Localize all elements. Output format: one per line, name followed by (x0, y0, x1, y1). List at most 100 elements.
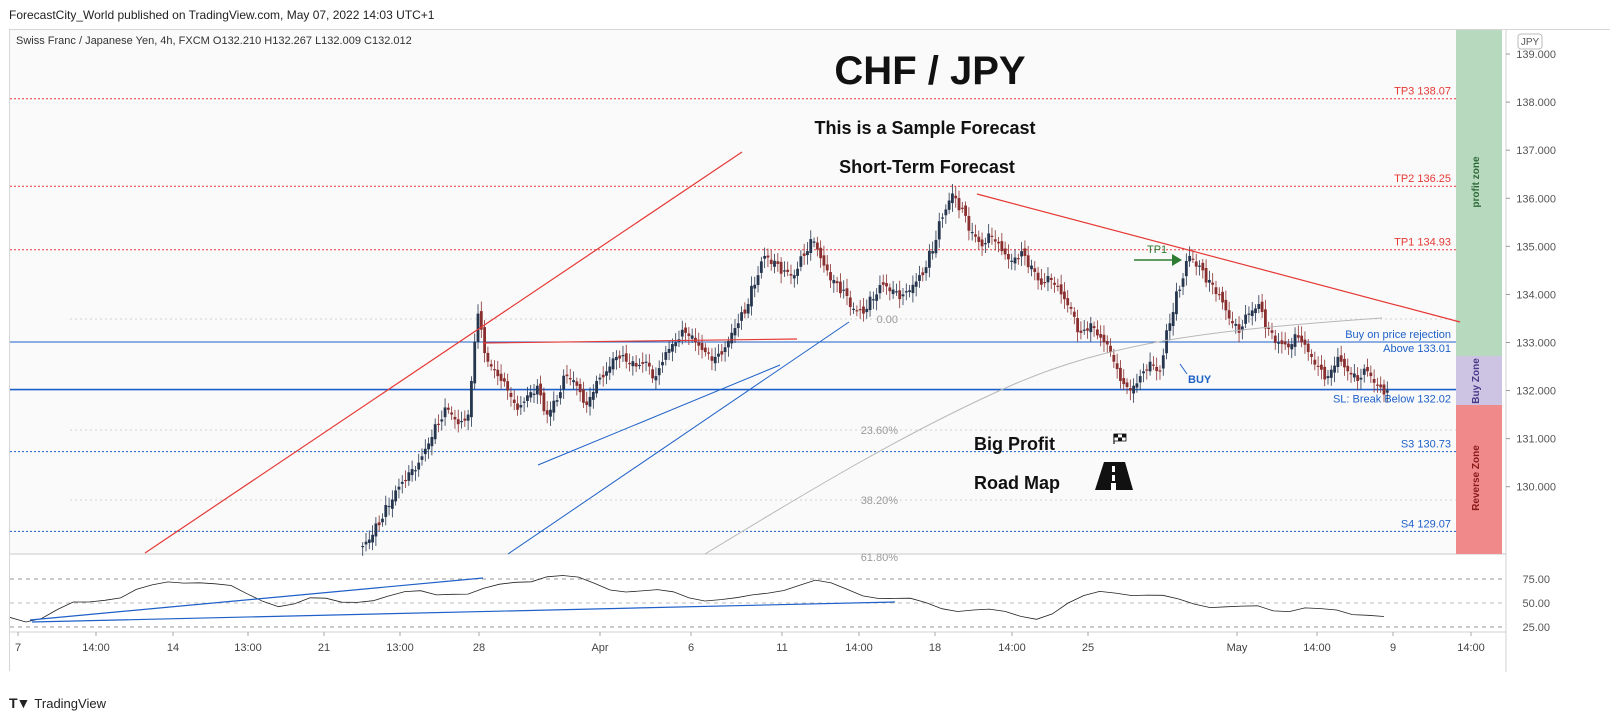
candle-down (1211, 282, 1215, 285)
candle-up (1175, 291, 1178, 315)
candle-up (387, 505, 391, 508)
candle-down (1379, 384, 1383, 388)
candle-up (937, 221, 941, 240)
level-label: Above 133.01 (1383, 343, 1451, 355)
candle-up (799, 256, 803, 267)
candle-up (638, 364, 641, 367)
level-label: TP2 136.25 (1394, 173, 1451, 185)
candle-down (1000, 241, 1004, 252)
candle-down (1287, 343, 1290, 348)
candle-up (759, 261, 763, 273)
candle-up (1082, 329, 1086, 331)
candle-up (384, 505, 388, 517)
support-trendline-1 (537, 364, 781, 466)
candle-up (983, 243, 987, 245)
resistance-line (482, 338, 798, 344)
candle-down (1105, 340, 1109, 345)
candle-down (1224, 299, 1228, 311)
candle-down (1303, 339, 1307, 345)
time-tick-label: 14:00 (1457, 642, 1485, 654)
candle-up (875, 294, 879, 301)
candle-up (608, 366, 612, 373)
candle-up (654, 376, 658, 381)
chart-canvas[interactable]: profit zone Buy Zone Reverse Zone Swiss … (9, 30, 1611, 672)
candle-up (1326, 376, 1330, 379)
candle-down (1306, 343, 1310, 353)
candle-up (1362, 368, 1366, 375)
candle-up (852, 308, 855, 311)
candle-down (789, 274, 793, 276)
candle-down (743, 309, 747, 314)
time-tick-label: 9 (1390, 642, 1396, 654)
chart-frame[interactable]: profit zone Buy Zone Reverse Zone Swiss … (9, 29, 1611, 672)
candle-up (726, 340, 730, 348)
currency-badge[interactable] (1517, 33, 1543, 50)
candle-down (819, 247, 823, 259)
candle-down (479, 311, 483, 330)
candle-up (947, 200, 951, 210)
candle-down (647, 362, 651, 367)
candle-down (703, 347, 707, 353)
candle-up (736, 323, 740, 329)
candle-up (1132, 385, 1136, 394)
candle-up (532, 393, 536, 395)
candle-up (374, 523, 378, 537)
candle-down (453, 416, 457, 420)
candle-up (397, 486, 401, 490)
candle-down (1217, 294, 1221, 296)
candle-up (407, 472, 411, 481)
time-axis[interactable]: 7 14:00 14 13:00 21 13:00 28 Apr 6 11 14:00 18 14:00… (15, 632, 1485, 654)
candle-down (1151, 364, 1155, 366)
candle-down (1310, 353, 1313, 357)
candle-up (868, 296, 872, 311)
time-tick-label: 13:00 (234, 642, 262, 654)
candle-up (904, 291, 908, 293)
candle-up (400, 481, 404, 484)
level-label: TP1 134.93 (1394, 237, 1451, 249)
candle-down (1349, 372, 1353, 375)
symbol-info: Swiss Franc / Japanese Yen, 4h, FXCM O13… (16, 35, 412, 47)
rsi-tick-label: 50.00 (1522, 598, 1550, 610)
level-label: TP3 138.07 (1394, 86, 1451, 98)
candle-up (1290, 344, 1294, 350)
candle-down (822, 255, 826, 266)
candle-down (1059, 284, 1063, 295)
price-tick-label: 137.000 (1516, 145, 1556, 157)
candle-down (1227, 310, 1231, 319)
candle-down (512, 399, 516, 403)
candle-up (783, 270, 786, 272)
candle-up (944, 209, 948, 216)
candle-down (960, 207, 964, 209)
rsi-tick-label: 75.00 (1522, 574, 1550, 586)
candle-up (934, 239, 938, 254)
level-label: Buy on price rejection (1345, 329, 1451, 341)
candle-down (1158, 370, 1162, 372)
price-axis[interactable]: 139.000 138.000 137.000 136.000 135.000 134.0… (1506, 49, 1556, 494)
candle-up (1020, 251, 1024, 257)
candle-down (881, 282, 885, 285)
candle-down (545, 410, 549, 415)
candle-up (430, 437, 434, 447)
candle-down (641, 362, 645, 364)
candle-down (1376, 384, 1379, 386)
candle-up (476, 313, 480, 342)
candle-down (977, 236, 981, 242)
price-tick-label: 135.000 (1516, 241, 1556, 253)
support-trendline-2 (507, 321, 850, 555)
time-tick-label: 13:00 (386, 642, 414, 654)
candle-down (1214, 287, 1218, 295)
candle-up (598, 377, 602, 380)
candle-up (1244, 314, 1248, 324)
ascending-channel-line (144, 151, 743, 554)
candle-up (1138, 376, 1142, 383)
candle-down (1270, 330, 1274, 333)
candle-down (1016, 258, 1020, 260)
candle-down (1026, 255, 1030, 268)
candle-down (456, 419, 460, 425)
fib-label: 0.00 (877, 314, 898, 326)
candle-up (1089, 323, 1093, 333)
candlestick-series (361, 183, 1389, 556)
candle-up (891, 289, 895, 295)
tp1-arrow-label: TP1 (1147, 244, 1167, 256)
candle-up (667, 348, 671, 353)
